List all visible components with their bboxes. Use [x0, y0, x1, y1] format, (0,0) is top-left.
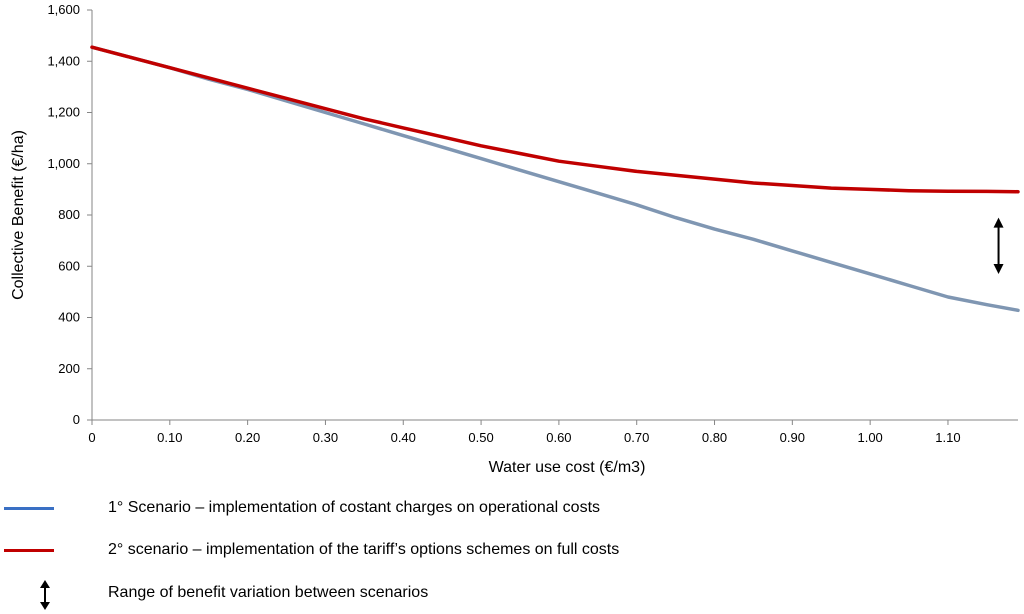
x-tick-label: 0.90	[780, 430, 805, 445]
legend-item-scenario-1: 1° Scenario – implementation of costant …	[0, 495, 1024, 525]
legend-swatch-scenario-1	[4, 507, 54, 510]
y-tick-label: 400	[58, 310, 80, 325]
y-tick-label: 1,000	[47, 156, 80, 171]
series-line-2	[90, 45, 1020, 194]
y-axis-title: Collective Benefit (€/ha)	[10, 130, 27, 300]
y-tick-label: 200	[58, 361, 80, 376]
x-tick-label: 0.70	[624, 430, 649, 445]
series-line-1	[90, 45, 1020, 313]
legend-label-scenario-1: 1° Scenario – implementation of costant …	[108, 499, 601, 516]
legend-item-scenario-2: 2° scenario – implementation of the tari…	[0, 537, 1024, 567]
x-tick-label: 1.10	[935, 430, 960, 445]
double-arrow-icon	[40, 580, 50, 610]
y-tick-label: 600	[58, 258, 80, 273]
x-axis-title: Water use cost (€/m3)	[489, 459, 646, 476]
y-tick-label: 1,200	[47, 105, 80, 120]
line-chart: 0 200 400 600 800 1,000 1,200 1,400 1,600 0 0.10 0.…	[10, 2, 1020, 476]
legend-item-range: Range of benefit variation between scena…	[0, 580, 1024, 610]
y-tick-label: 800	[58, 207, 80, 222]
x-tick-label: 0	[88, 430, 95, 445]
x-tick-label: 0.50	[468, 430, 493, 445]
x-tick-label: 0.30	[313, 430, 338, 445]
legend-label-scenario-2: 2° scenario – implementation of the tari…	[108, 541, 620, 558]
y-tick-label: 0	[73, 412, 80, 427]
legend-swatch-scenario-2	[4, 549, 54, 552]
x-tick-label: 0.10	[157, 430, 182, 445]
range-arrow-head-bottom	[993, 263, 1004, 274]
y-tick-label: 1,600	[47, 2, 80, 17]
x-tick-label: 0.40	[391, 430, 416, 445]
range-arrow-head-top	[993, 217, 1004, 228]
x-tick-label: 0.60	[546, 430, 571, 445]
plot-area: 0 200 400 600 800 1,000 1,200 1,400 1,600 0 0.10 0.…	[47, 2, 1020, 445]
legend-label-range: Range of benefit variation between scena…	[108, 584, 429, 601]
x-tick-label: 1.00	[857, 430, 882, 445]
x-tick-label: 0.20	[235, 430, 260, 445]
y-tick-label: 1,400	[47, 53, 80, 68]
x-tick-label: 0.80	[702, 430, 727, 445]
